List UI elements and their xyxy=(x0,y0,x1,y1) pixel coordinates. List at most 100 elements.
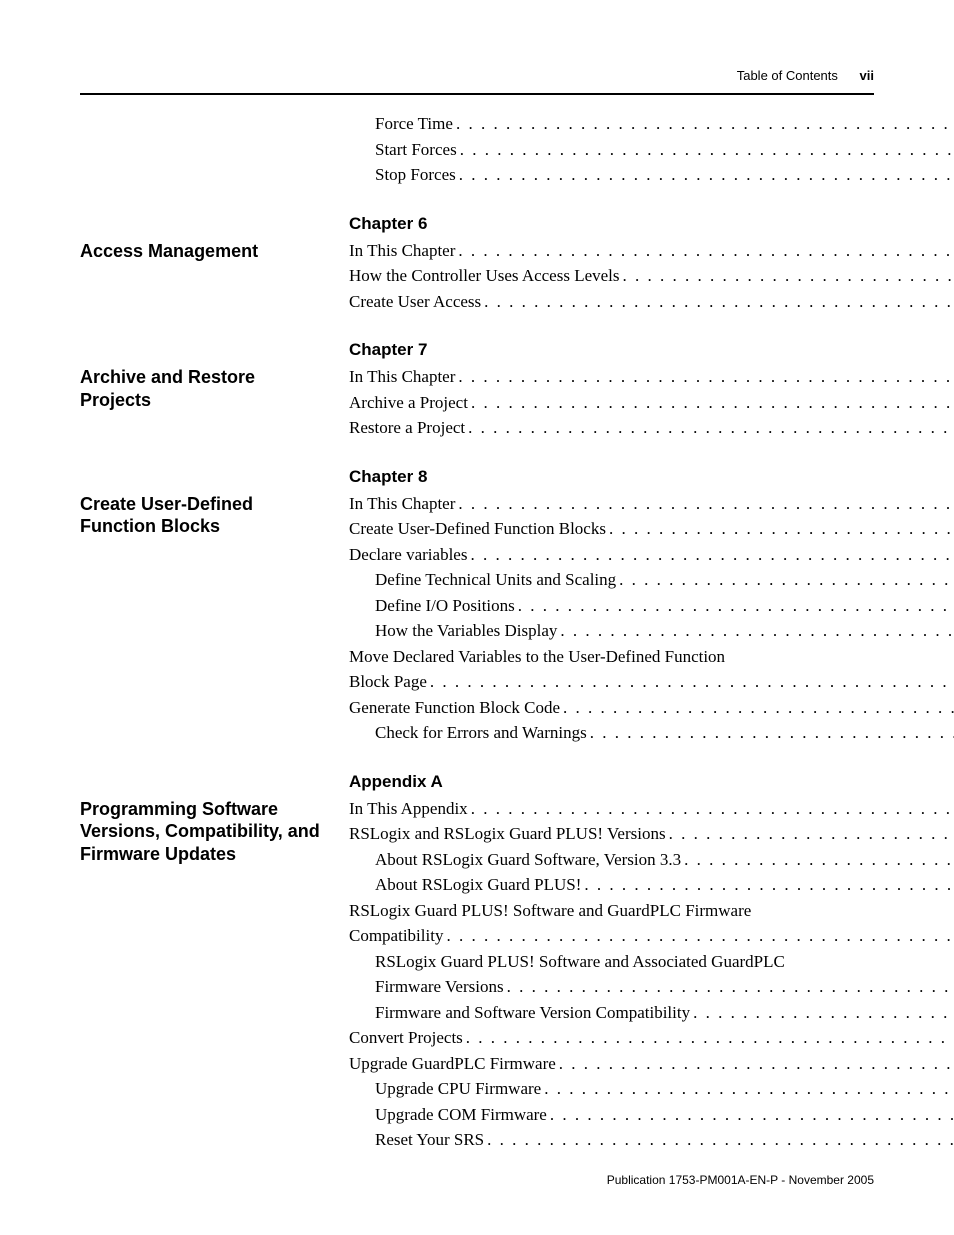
toc-line: RSLogix and RSLogix Guard PLUS! Versions… xyxy=(349,821,954,847)
header-title: Table of Contents xyxy=(737,68,838,83)
toc-leader-dots: . . . . . . . . . . . . . . . . . . . . … xyxy=(468,390,954,416)
toc-entry-label: Convert Projects xyxy=(349,1025,463,1051)
toc-line: Create User-Defined Function Blocks. . .… xyxy=(349,516,954,542)
toc-entry-label: Define Technical Units and Scaling xyxy=(375,567,616,593)
page: Table of Contents vii Force Time. . . . … xyxy=(0,0,954,1235)
toc-entry-label: Upgrade GuardPLC Firmware xyxy=(349,1051,556,1077)
toc-line: Convert Projects. . . . . . . . . . . . … xyxy=(349,1025,954,1051)
toc-line: In This Chapter. . . . . . . . . . . . .… xyxy=(349,364,954,390)
toc-entry-label: Check for Errors and Warnings xyxy=(375,720,587,746)
toc-body: Force Time. . . . . . . . . . . . . . . … xyxy=(80,111,874,1153)
toc-entry-label: Block Page xyxy=(349,669,427,695)
toc-entries-container: Chapter 7In This Chapter. . . . . . . . … xyxy=(325,340,954,441)
toc-entry-label: In This Chapter xyxy=(349,238,455,264)
toc-leader-dots: . . . . . . . . . . . . . . . . . . . . … xyxy=(455,364,954,390)
chapter-heading: Chapter 6 xyxy=(349,214,954,234)
toc-leader-dots: . . . . . . . . . . . . . . . . . . . . … xyxy=(616,567,954,593)
toc-line: Move Declared Variables to the User-Defi… xyxy=(349,644,954,670)
toc-entry-label: About RSLogix Guard Software, Version 3.… xyxy=(375,847,681,873)
toc-leader-dots: . . . . . . . . . . . . . . . . . . . . … xyxy=(484,1127,954,1153)
toc-entries-container: Force Time. . . . . . . . . . . . . . . … xyxy=(325,111,954,188)
toc-leader-dots: . . . . . . . . . . . . . . . . . . . . … xyxy=(606,516,954,542)
toc-line: Create User Access. . . . . . . . . . . … xyxy=(349,289,954,315)
section-title-container: Archive and Restore Projects xyxy=(80,340,325,411)
toc-leader-dots: . . . . . . . . . . . . . . . . . . . . … xyxy=(443,923,954,949)
toc-line: Define Technical Units and Scaling. . . … xyxy=(349,567,954,593)
toc-leader-dots: . . . . . . . . . . . . . . . . . . . . … xyxy=(581,872,954,898)
toc-line: In This Chapter. . . . . . . . . . . . .… xyxy=(349,491,954,517)
toc-columns: Programming Software Versions, Compatibi… xyxy=(80,772,874,1153)
toc-entry-label: Archive a Project xyxy=(349,390,468,416)
toc-entry-label: Upgrade CPU Firmware xyxy=(375,1076,541,1102)
chapter-heading: Chapter 8 xyxy=(349,467,954,487)
toc-entry-label: Reset Your SRS xyxy=(375,1127,484,1153)
toc-columns: Archive and Restore ProjectsChapter 7In … xyxy=(80,340,874,441)
toc-line: Restore a Project. . . . . . . . . . . .… xyxy=(349,415,954,441)
toc-entry-label: How the Variables Display xyxy=(375,618,557,644)
toc-line: Upgrade CPU Firmware. . . . . . . . . . … xyxy=(349,1076,954,1102)
toc-leader-dots: . . . . . . . . . . . . . . . . . . . . … xyxy=(468,796,954,822)
toc-line: Upgrade COM Firmware. . . . . . . . . . … xyxy=(349,1102,954,1128)
toc-leader-dots: . . . . . . . . . . . . . . . . . . . . … xyxy=(457,137,954,163)
toc-entry-label: Upgrade COM Firmware xyxy=(375,1102,547,1128)
toc-entry-label: Generate Function Block Code xyxy=(349,695,560,721)
toc-entry-label: Firmware Versions xyxy=(375,974,504,1000)
toc-leader-dots: . . . . . . . . . . . . . . . . . . . . … xyxy=(587,720,954,746)
toc-line: Archive a Project. . . . . . . . . . . .… xyxy=(349,390,954,416)
toc-columns: Access ManagementChapter 6In This Chapte… xyxy=(80,214,874,315)
toc-leader-dots: . . . . . . . . . . . . . . . . . . . . … xyxy=(453,111,954,137)
toc-leader-dots: . . . . . . . . . . . . . . . . . . . . … xyxy=(681,847,954,873)
toc-leader-dots: . . . . . . . . . . . . . . . . . . . . … xyxy=(456,162,954,188)
toc-entry-label: Move Declared Variables to the User-Defi… xyxy=(349,644,725,670)
toc-columns: Create User-Defined Function BlocksChapt… xyxy=(80,467,874,746)
toc-block: Force Time. . . . . . . . . . . . . . . … xyxy=(80,111,874,188)
toc-entry-label: Create User-Defined Function Blocks xyxy=(349,516,606,542)
toc-line: Force Time. . . . . . . . . . . . . . . … xyxy=(349,111,954,137)
toc-line: RSLogix Guard PLUS! Software and Associa… xyxy=(349,949,954,975)
section-title-container: Access Management xyxy=(80,214,325,263)
section-title: Access Management xyxy=(80,240,325,263)
toc-line: Check for Errors and Warnings. . . . . .… xyxy=(349,720,954,746)
toc-columns: Force Time. . . . . . . . . . . . . . . … xyxy=(80,111,874,188)
toc-leader-dots: . . . . . . . . . . . . . . . . . . . . … xyxy=(504,974,954,1000)
toc-entry-label: Start Forces xyxy=(375,137,457,163)
toc-leader-dots: . . . . . . . . . . . . . . . . . . . . … xyxy=(690,1000,954,1026)
toc-leader-dots: . . . . . . . . . . . . . . . . . . . . … xyxy=(481,289,954,315)
toc-entries-container: Appendix AIn This Appendix. . . . . . . … xyxy=(325,772,954,1153)
toc-entry-label: In This Chapter xyxy=(349,491,455,517)
toc-entry-label: How the Controller Uses Access Levels xyxy=(349,263,620,289)
toc-line: Generate Function Block Code. . . . . . … xyxy=(349,695,954,721)
toc-entries-container: Chapter 6In This Chapter. . . . . . . . … xyxy=(325,214,954,315)
toc-entry-label: RSLogix and RSLogix Guard PLUS! Versions xyxy=(349,821,666,847)
toc-leader-dots: . . . . . . . . . . . . . . . . . . . . … xyxy=(556,1051,954,1077)
toc-block: Create User-Defined Function BlocksChapt… xyxy=(80,467,874,746)
toc-line: Firmware Versions. . . . . . . . . . . .… xyxy=(349,974,954,1000)
section-title: Create User-Defined Function Blocks xyxy=(80,493,325,538)
toc-leader-dots: . . . . . . . . . . . . . . . . . . . . … xyxy=(541,1076,954,1102)
toc-line: How the Variables Display. . . . . . . .… xyxy=(349,618,954,644)
toc-line: Upgrade GuardPLC Firmware. . . . . . . .… xyxy=(349,1051,954,1077)
toc-entry-label: Create User Access xyxy=(349,289,481,315)
toc-entry-label: Declare variables xyxy=(349,542,467,568)
toc-entry-label: In This Chapter xyxy=(349,364,455,390)
toc-leader-dots: . . . . . . . . . . . . . . . . . . . . … xyxy=(467,542,954,568)
toc-line: In This Chapter. . . . . . . . . . . . .… xyxy=(349,238,954,264)
toc-line: Firmware and Software Version Compatibil… xyxy=(349,1000,954,1026)
toc-leader-dots: . . . . . . . . . . . . . . . . . . . . … xyxy=(666,821,954,847)
toc-leader-dots: . . . . . . . . . . . . . . . . . . . . … xyxy=(455,491,954,517)
section-title-container: Programming Software Versions, Compatibi… xyxy=(80,772,325,866)
section-title: Archive and Restore Projects xyxy=(80,366,325,411)
toc-line: How the Controller Uses Access Levels. .… xyxy=(349,263,954,289)
chapter-heading: Chapter 7 xyxy=(349,340,954,360)
toc-line: About RSLogix Guard Software, Version 3.… xyxy=(349,847,954,873)
toc-line: About RSLogix Guard PLUS!. . . . . . . .… xyxy=(349,872,954,898)
toc-entry-label: Define I/O Positions xyxy=(375,593,515,619)
toc-leader-dots: . . . . . . . . . . . . . . . . . . . . … xyxy=(557,618,954,644)
header-rule xyxy=(80,93,874,95)
running-header: Table of Contents vii xyxy=(80,68,874,83)
toc-leader-dots: . . . . . . . . . . . . . . . . . . . . … xyxy=(455,238,954,264)
toc-block: Archive and Restore ProjectsChapter 7In … xyxy=(80,340,874,441)
toc-entry-label: Restore a Project xyxy=(349,415,465,441)
header-page-number: vii xyxy=(860,68,874,83)
toc-line: Declare variables. . . . . . . . . . . .… xyxy=(349,542,954,568)
